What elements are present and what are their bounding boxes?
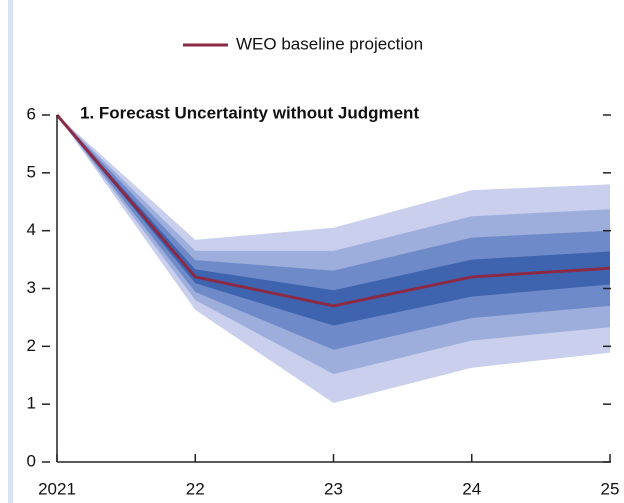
side-stripe xyxy=(8,0,13,503)
y-tick-label: 3 xyxy=(27,278,36,297)
x-tick-label: 25 xyxy=(601,479,620,498)
x-tick-label: 22 xyxy=(186,479,205,498)
y-tick-label: 1 xyxy=(27,394,36,413)
y-tick-label: 6 xyxy=(27,104,36,123)
y-tick-label: 0 xyxy=(27,451,36,470)
legend-label: WEO baseline projection xyxy=(236,34,423,53)
baseline-line xyxy=(55,114,611,308)
y-tick-label: 2 xyxy=(27,336,36,355)
y-tick-label: 4 xyxy=(27,220,36,239)
y-tick-label: 5 xyxy=(27,162,36,181)
chart-title: 1. Forecast Uncertainty without Judgment xyxy=(80,103,419,122)
x-tick-label: 24 xyxy=(462,479,481,498)
x-tick-label: 2021 xyxy=(38,479,76,498)
x-tick-label: 23 xyxy=(324,479,343,498)
fan-band xyxy=(57,115,610,326)
